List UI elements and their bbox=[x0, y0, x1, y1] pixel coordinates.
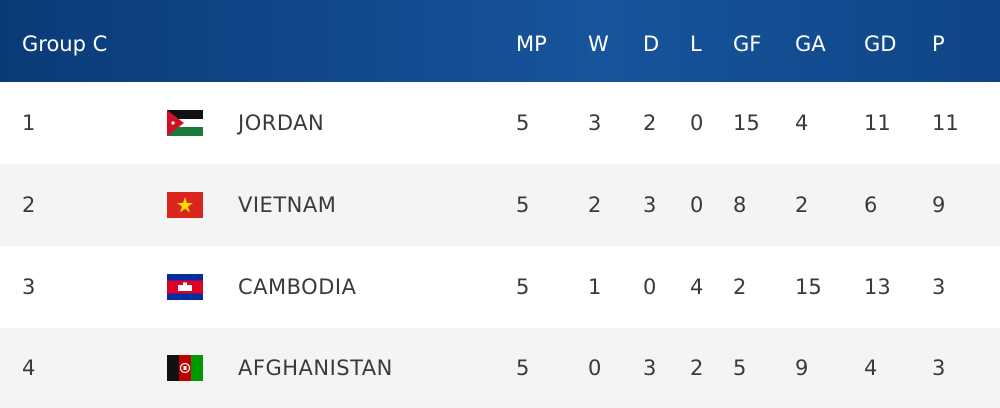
stat-cell: 1 bbox=[588, 275, 602, 299]
stat-cell: 8 bbox=[733, 193, 747, 217]
team-name: CAMBODIA bbox=[238, 275, 357, 299]
flag-afghanistan bbox=[167, 355, 203, 381]
stat-cell: 2 bbox=[690, 356, 704, 380]
group-title: Group C bbox=[22, 32, 108, 56]
stat-cell: 0 bbox=[643, 275, 657, 299]
table-row bbox=[0, 82, 1000, 164]
stat-cell: 2 bbox=[733, 275, 747, 299]
stat-cell: 3 bbox=[643, 356, 657, 380]
column-header: GA bbox=[795, 32, 826, 56]
column-header: GF bbox=[733, 32, 762, 56]
stat-cell: 6 bbox=[864, 193, 878, 217]
stat-cell: 5 bbox=[516, 275, 530, 299]
stat-cell: 2 bbox=[588, 193, 602, 217]
stat-cell: 5 bbox=[733, 356, 747, 380]
rank: 3 bbox=[22, 275, 36, 299]
rank: 2 bbox=[22, 193, 36, 217]
stat-cell: 11 bbox=[864, 111, 891, 135]
stat-cell: 3 bbox=[932, 356, 946, 380]
stat-cell: 2 bbox=[643, 111, 657, 135]
stat-cell: 9 bbox=[932, 193, 946, 217]
team-name: JORDAN bbox=[238, 111, 325, 135]
table-row bbox=[0, 164, 1000, 246]
column-header: P bbox=[932, 32, 945, 56]
stat-cell: 5 bbox=[516, 356, 530, 380]
stat-cell: 9 bbox=[795, 356, 809, 380]
rank: 1 bbox=[22, 111, 36, 135]
column-header: D bbox=[643, 32, 660, 56]
stat-cell: 15 bbox=[795, 275, 822, 299]
table-row bbox=[0, 328, 1000, 408]
stat-cell: 4 bbox=[864, 356, 878, 380]
rank: 4 bbox=[22, 356, 36, 380]
flag-jordan bbox=[167, 110, 203, 136]
stat-cell: 4 bbox=[795, 111, 809, 135]
table-row bbox=[0, 246, 1000, 328]
stat-cell: 4 bbox=[690, 275, 704, 299]
stat-cell: 3 bbox=[588, 111, 602, 135]
stat-cell: 11 bbox=[932, 111, 959, 135]
column-header: MP bbox=[516, 32, 547, 56]
stat-cell: 13 bbox=[864, 275, 891, 299]
column-header: L bbox=[690, 32, 702, 56]
team-name: VIETNAM bbox=[238, 193, 337, 217]
column-header: GD bbox=[864, 32, 897, 56]
stat-cell: 5 bbox=[516, 111, 530, 135]
team-name: AFGHANISTAN bbox=[238, 356, 393, 380]
stat-cell: 3 bbox=[932, 275, 946, 299]
stat-cell: 0 bbox=[690, 111, 704, 135]
flag-cambodia bbox=[167, 274, 203, 300]
stat-cell: 0 bbox=[588, 356, 602, 380]
column-header: W bbox=[588, 32, 609, 56]
stat-cell: 3 bbox=[643, 193, 657, 217]
stat-cell: 0 bbox=[690, 193, 704, 217]
stat-cell: 15 bbox=[733, 111, 760, 135]
stat-cell: 2 bbox=[795, 193, 809, 217]
table-header bbox=[0, 0, 1000, 82]
stat-cell: 5 bbox=[516, 193, 530, 217]
flag-vietnam bbox=[167, 192, 203, 218]
